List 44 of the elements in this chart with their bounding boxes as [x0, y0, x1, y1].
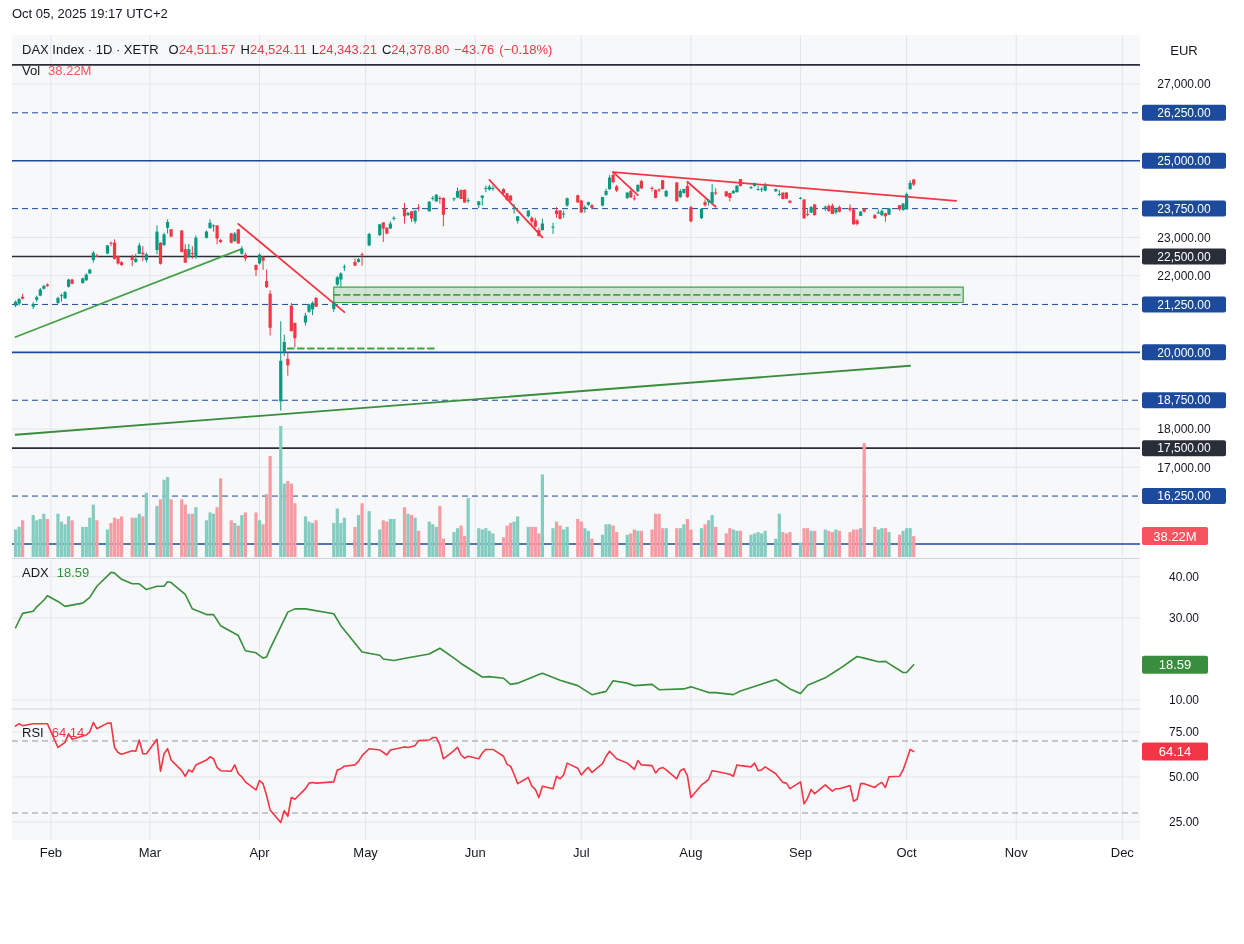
text: 64.14: [1158, 744, 1192, 760]
y-tick-label: 10.00: [1168, 693, 1200, 708]
text: O24,511.57 H24,524.11 L24,343.21 C24,378.80 −43.76 (−0.18%): [168, 42, 553, 57]
chart-subtitle: 38.22M: [48, 63, 92, 78]
y-tick-label: 25.00: [1168, 815, 1200, 830]
x-tick-label: Apr: [249, 845, 271, 860]
chart-title: ADX: [22, 565, 50, 580]
x-tick-label: Nov: [1004, 845, 1029, 860]
x-tick-label: Sep: [788, 845, 813, 860]
x-tick-label: Jul: [572, 845, 590, 860]
ref-line-label: 16,250.00: [1157, 489, 1212, 504]
y-tick-label: 50.00: [1168, 770, 1200, 785]
y-tick-label: 17,000.00: [1157, 460, 1212, 475]
x-tick-label: Jun: [464, 845, 486, 860]
x-tick-label: Feb: [39, 845, 63, 860]
x-tick-label: Mar: [138, 845, 162, 860]
text: EUR: [1170, 43, 1198, 58]
text: 64.14: [51, 725, 85, 740]
ref-line-label: 21,250.00: [1157, 297, 1212, 312]
x-tick-label: Dec: [1110, 845, 1135, 860]
text: 18.59: [1158, 657, 1192, 673]
x-tick-label: Oct: [896, 845, 918, 860]
ref-line-label: 23,750.00: [1157, 201, 1212, 216]
text: RSI: [22, 725, 44, 740]
y-tick-label: 27,000.00: [1157, 77, 1212, 92]
x-tick-label: Aug: [679, 845, 703, 860]
text: 38.22M: [1153, 528, 1197, 544]
y-tick-label: 23,000.00: [1157, 230, 1212, 245]
y-tick-label: 40.00: [1168, 570, 1200, 585]
ref-line-label: 17,500.00: [1157, 441, 1212, 456]
x-tick-label: May: [353, 845, 379, 860]
ref-line-label: 20,000.00: [1157, 345, 1212, 360]
ref-line-label: 26,250.00: [1157, 106, 1212, 120]
ref-line-label: 18,750.00: [1157, 393, 1212, 408]
y-tick-label: 30.00: [1168, 611, 1200, 626]
chart-title: Vol: [22, 63, 41, 78]
text: Oct 05, 2025 19:17 UTC+2: [12, 6, 168, 21]
chart-subtitle: 18.59: [56, 565, 90, 580]
y-tick-label: 75.00: [1168, 725, 1200, 740]
ref-line-label: 25,000.00: [1157, 153, 1212, 168]
y-tick-label: 18,000.00: [1157, 422, 1212, 437]
text: DAX Index · 1D · XETR: [22, 42, 159, 57]
ref-line-label: 22,500.00: [1157, 249, 1212, 264]
y-tick-label: 22,000.00: [1157, 268, 1212, 283]
